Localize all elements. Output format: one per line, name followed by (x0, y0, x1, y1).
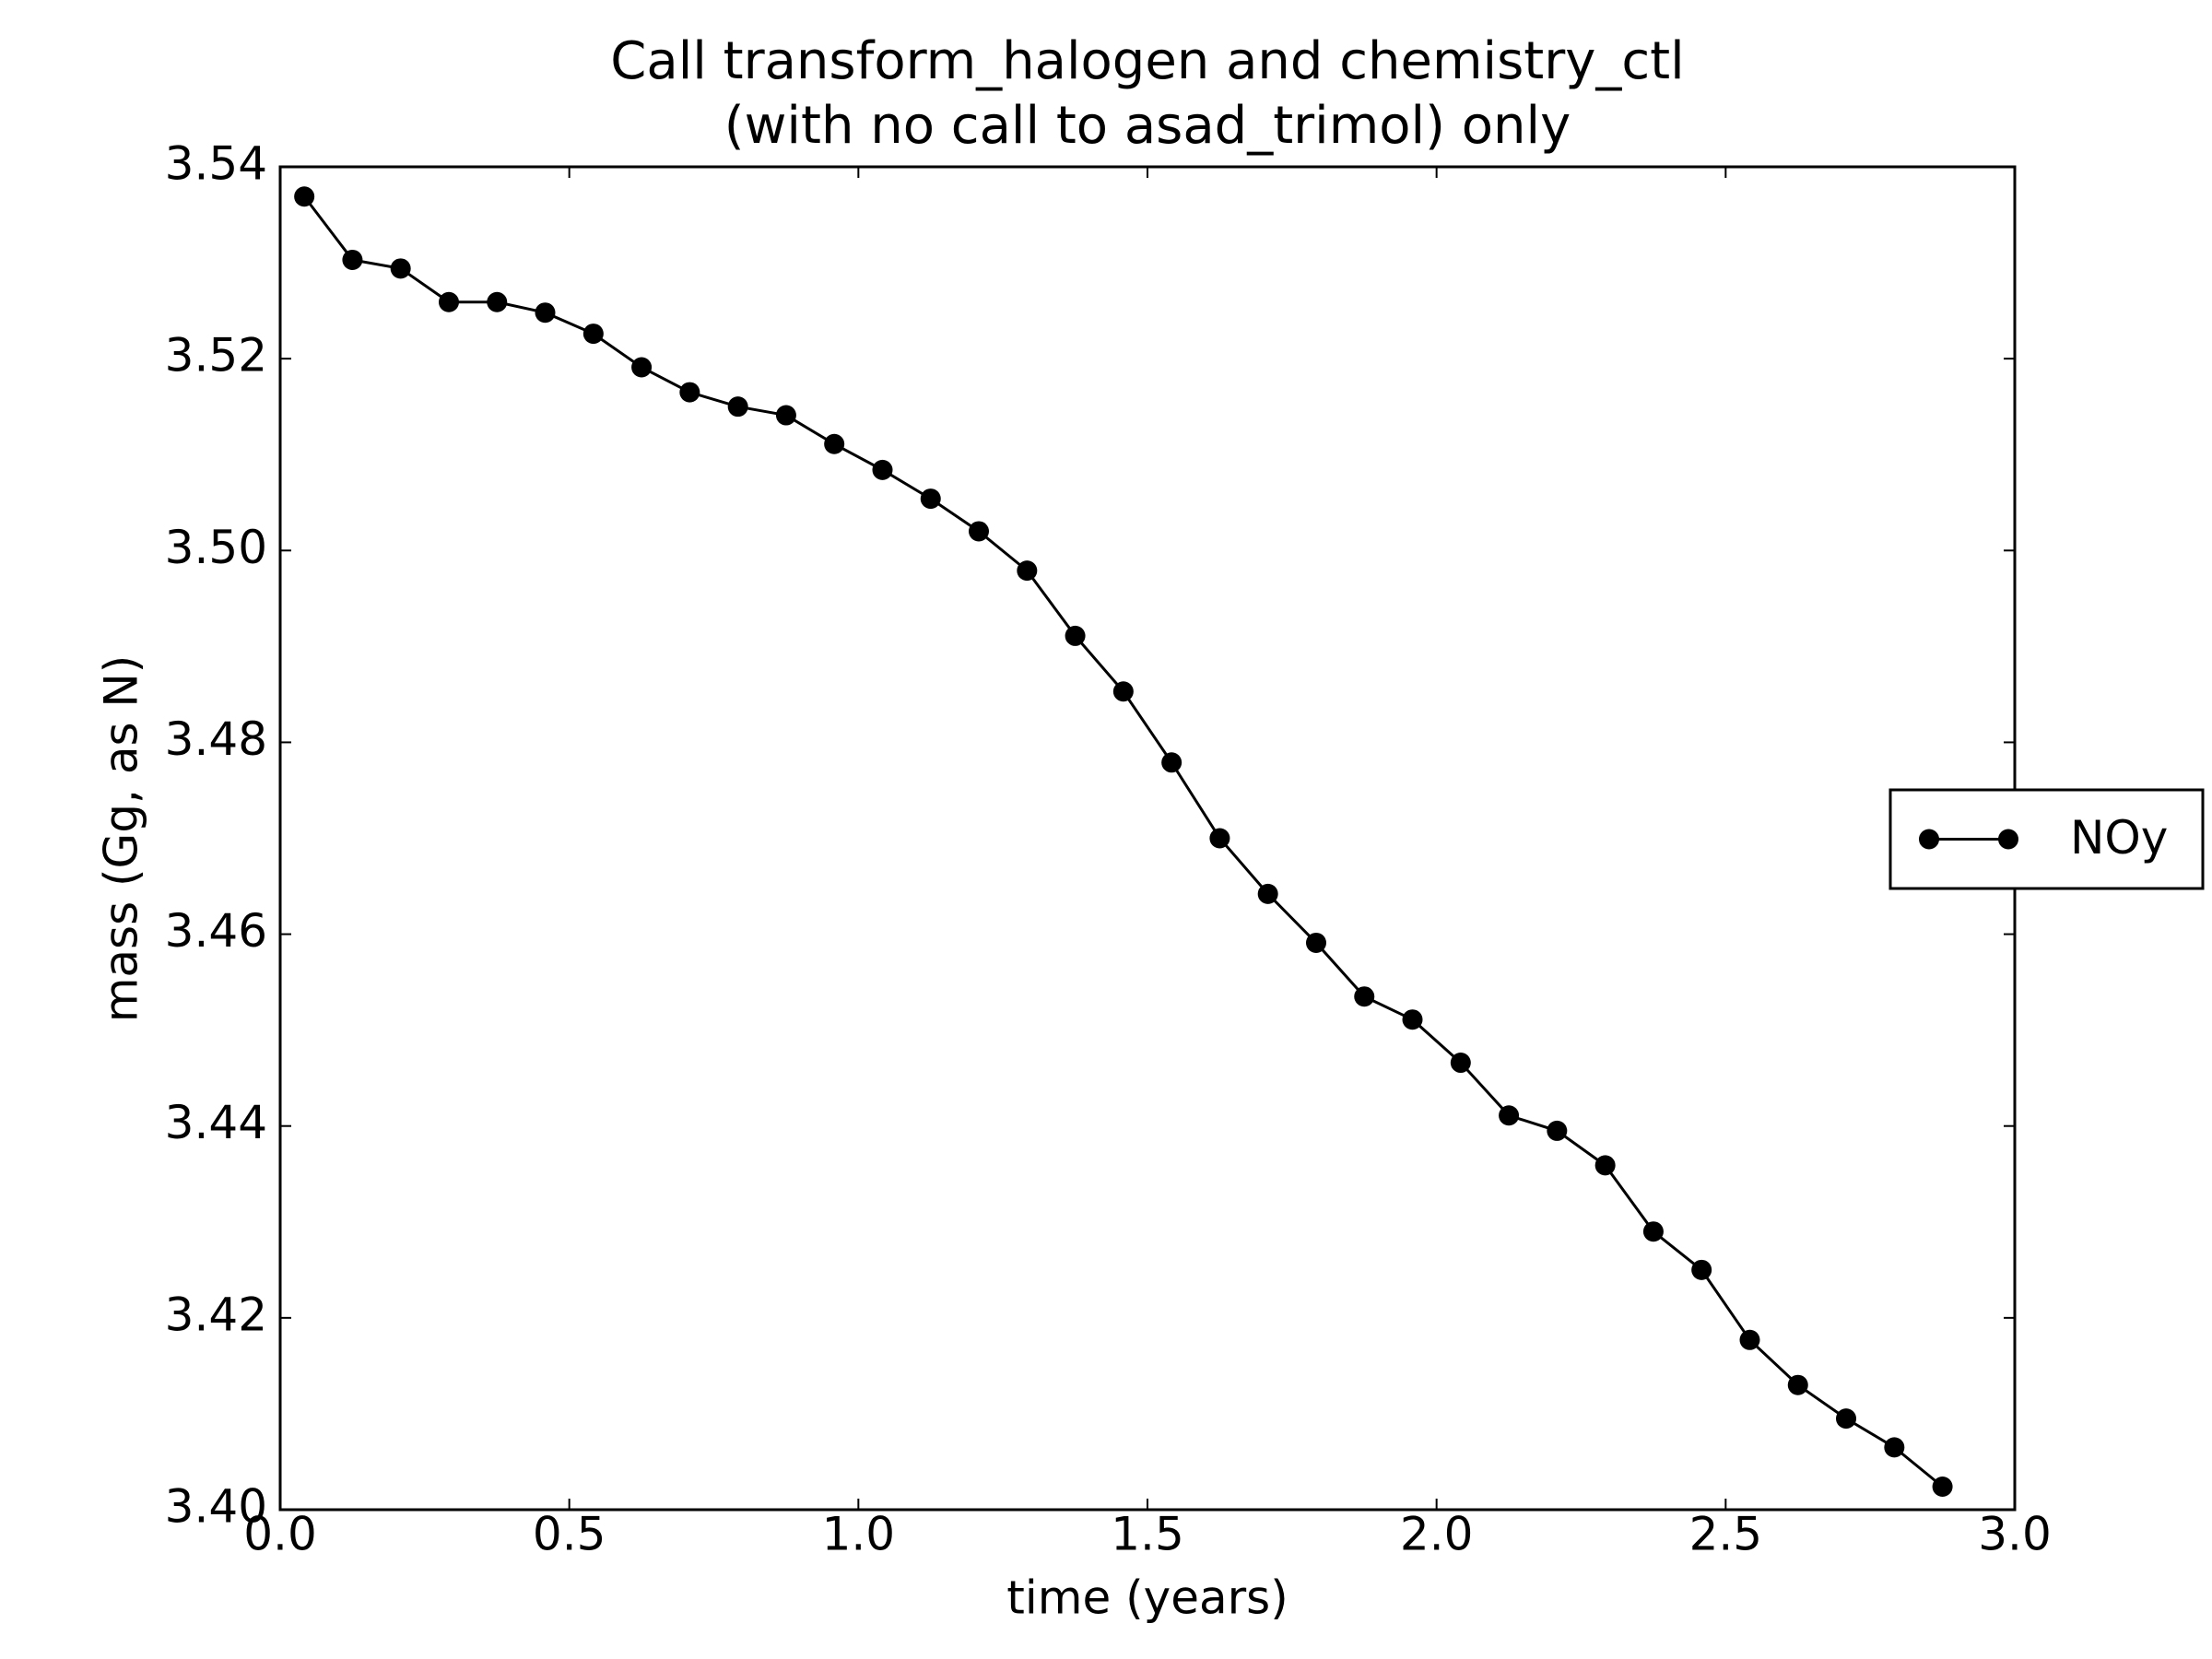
legend-box (1888, 788, 2205, 890)
x-tick-label: 3.0 (1978, 1508, 2052, 1561)
data-point (1017, 560, 1038, 582)
data-point (969, 521, 990, 542)
x-axis-label: time (years) (1006, 1571, 1288, 1625)
x-tick-label: 1.0 (822, 1508, 896, 1561)
chart-subtitle: (with no call to asad_trimol) only (724, 96, 1571, 156)
data-point (1547, 1120, 1568, 1141)
data-point (1836, 1408, 1857, 1430)
x-tick-label: 2.5 (1689, 1508, 1763, 1561)
x-tick-label: 2.0 (1400, 1508, 1474, 1561)
data-point (1161, 752, 1182, 773)
data-point (342, 249, 363, 270)
data-point (1065, 625, 1086, 646)
data-point (294, 186, 315, 207)
legend-label: NOy (2070, 811, 2168, 865)
x-tick-label: 1.5 (1111, 1508, 1184, 1561)
data-point (1354, 986, 1375, 1007)
y-tick-label: 3.40 (165, 1480, 267, 1534)
y-axis-label: mass (Gg, as N) (95, 655, 148, 1023)
data-point (631, 357, 653, 378)
y-tick-label: 3.54 (165, 137, 267, 191)
data-point (920, 488, 941, 510)
data-point (775, 405, 796, 426)
y-tick-label: 3.42 (165, 1288, 267, 1341)
y-tick-label: 3.50 (165, 521, 267, 574)
data-point (390, 258, 411, 279)
legend-marker (1998, 829, 2018, 850)
y-tick-label: 3.44 (165, 1096, 267, 1149)
data-point (1209, 828, 1230, 849)
data-point (1932, 1477, 1953, 1498)
data-point (1787, 1374, 1808, 1395)
data-point (1739, 1329, 1760, 1350)
data-point (438, 291, 459, 312)
chart-title: Call transform_halogen and chemistry_ctl (610, 31, 1684, 91)
x-tick-label: 0.5 (533, 1508, 606, 1561)
data-point (1257, 883, 1278, 904)
data-point (1884, 1437, 1905, 1458)
data-point (1402, 1009, 1423, 1030)
data-point (824, 433, 845, 454)
x-tick-label: 0.0 (243, 1508, 317, 1561)
data-point (535, 302, 556, 324)
y-tick-label: 3.52 (165, 329, 267, 382)
data-point (487, 291, 508, 312)
data-point (1112, 681, 1134, 702)
data-point (679, 382, 700, 403)
data-point (872, 459, 893, 480)
data-point (1691, 1259, 1712, 1280)
data-point (1642, 1221, 1664, 1242)
data-point (1305, 932, 1326, 953)
data-point (1499, 1105, 1520, 1126)
legend-marker (1919, 829, 1939, 850)
y-tick-label: 3.46 (165, 904, 267, 958)
data-point (1450, 1053, 1471, 1074)
y-tick-label: 3.48 (165, 712, 267, 766)
data-point (727, 396, 748, 418)
data-point (1594, 1155, 1616, 1176)
data-point (582, 324, 604, 345)
